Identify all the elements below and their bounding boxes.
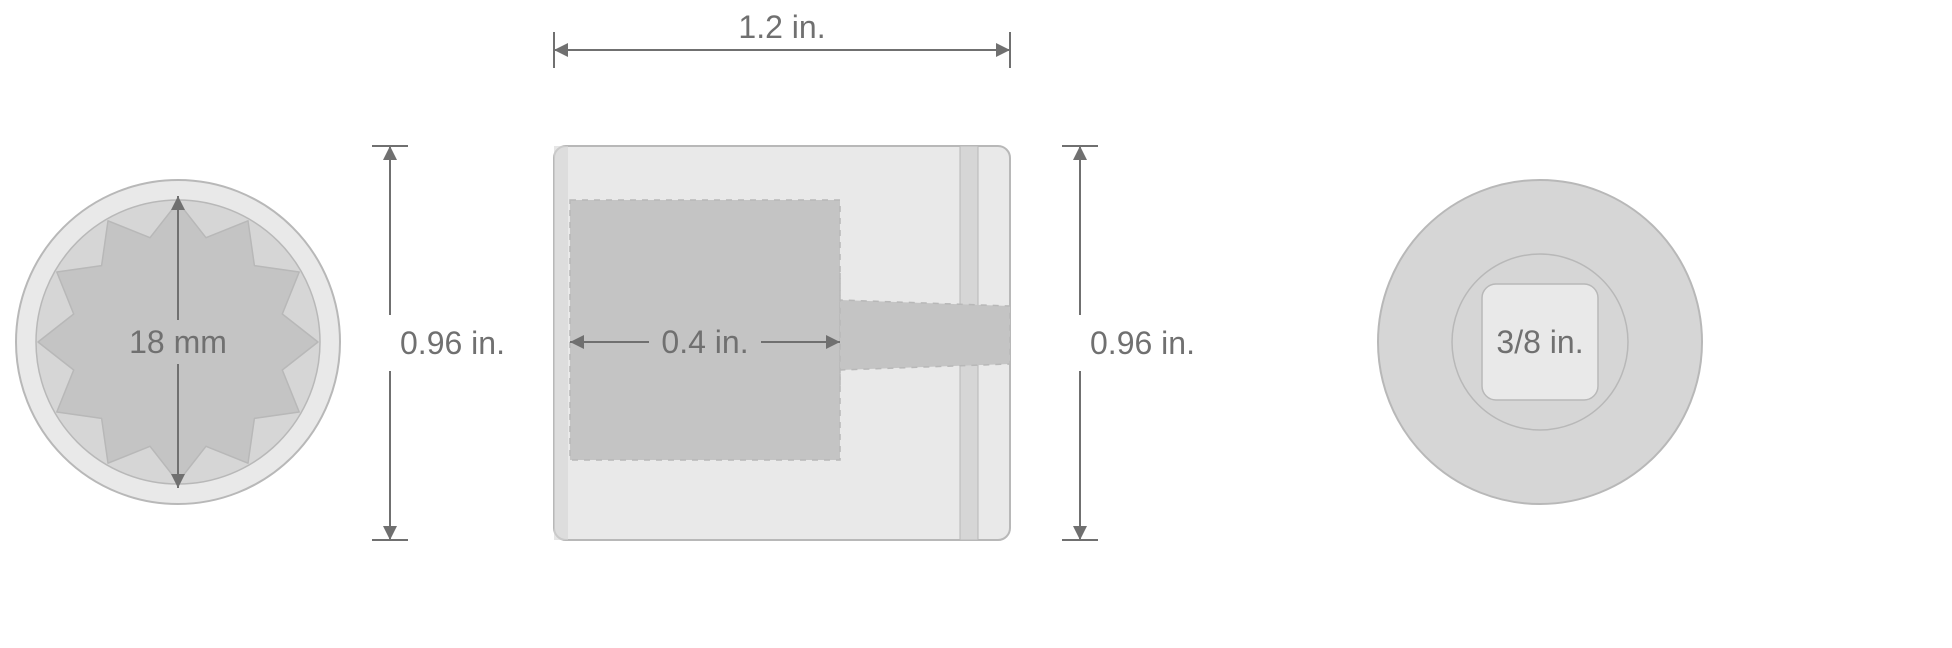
- socket-size-label: 18 mm: [129, 324, 227, 360]
- side-chamfer: [554, 146, 568, 540]
- drive-size-label: 3/8 in.: [1496, 324, 1583, 360]
- inner-depth-label: 0.4 in.: [661, 324, 748, 360]
